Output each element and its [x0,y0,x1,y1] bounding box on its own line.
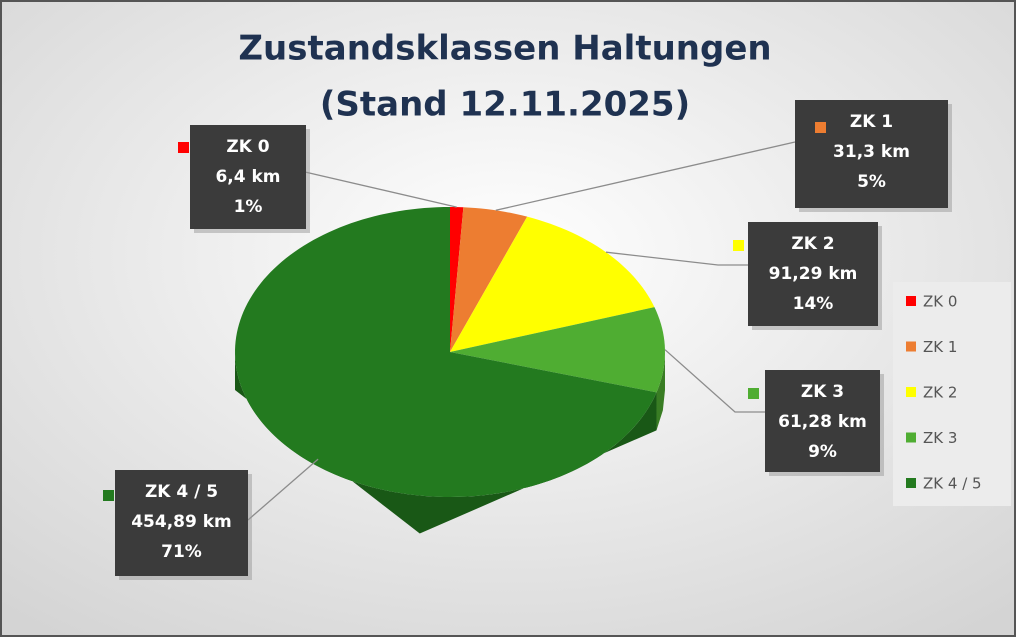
leader-line [304,171,457,208]
label-percent: 9% [808,442,837,462]
label-category: ZK 1 [850,112,893,132]
leader-line [664,349,765,413]
label-key [178,142,189,153]
label-category: ZK 3 [801,382,844,402]
legend-swatch [906,432,916,443]
label-category: ZK 2 [791,234,834,254]
label-box [115,470,248,576]
slice [450,207,528,352]
leader-line [247,458,319,521]
legend-label: ZK 0 [923,293,957,311]
label-value: 6,4 km [215,167,280,187]
slice [235,207,657,497]
label-box [748,222,878,326]
label-percent: 71% [161,542,202,562]
legend-swatch [906,387,916,397]
label-value: 454,89 km [131,512,232,532]
legend-swatch [906,341,916,352]
slice-side [656,352,665,431]
chart-subtitle: (Stand 12.11.2025) [320,85,690,125]
label-box [765,370,880,472]
label-category: ZK 0 [226,137,269,157]
legend-label: ZK 1 [923,338,957,356]
legend-swatch [906,296,916,306]
label-percent: 1% [234,197,263,217]
legend-label: ZK 3 [923,429,957,447]
leader-line [605,251,748,266]
label-value: 31,3 km [833,142,910,162]
label-percent: 5% [857,172,886,192]
label-key [103,490,114,501]
legend-swatch [906,478,916,488]
legend-label: ZK 4 / 5 [923,475,982,493]
label-box [190,125,306,229]
label-percent: 14% [793,294,834,314]
label-value: 61,28 km [778,412,867,432]
label-category: ZK 4 / 5 [145,482,218,502]
slice-side [235,352,657,534]
label-key [815,122,826,133]
slice [450,207,464,352]
label-box [795,100,948,208]
legend-label: ZK 2 [923,384,957,402]
label-key [748,388,759,399]
label-value: 91,29 km [769,264,858,284]
label-key [733,240,744,251]
slice [450,216,655,352]
chart-title: Zustandsklassen Haltungen [238,29,771,69]
slice [450,307,665,393]
leader-line [495,141,796,211]
